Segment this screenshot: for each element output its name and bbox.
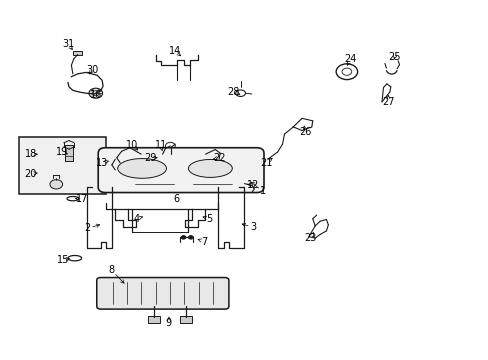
Text: 9: 9 — [165, 318, 172, 328]
Text: 15: 15 — [57, 255, 69, 265]
Text: 22: 22 — [212, 153, 225, 163]
FancyBboxPatch shape — [97, 278, 228, 309]
Text: 4: 4 — [133, 214, 139, 224]
Bar — [180, 316, 191, 323]
Text: 11: 11 — [154, 140, 166, 150]
Text: 14: 14 — [169, 46, 181, 56]
Text: 23: 23 — [304, 233, 316, 243]
Text: 26: 26 — [299, 127, 311, 136]
Text: 25: 25 — [387, 52, 400, 62]
Circle shape — [202, 150, 218, 162]
Text: 3: 3 — [250, 222, 256, 232]
Text: 7: 7 — [201, 237, 207, 247]
Text: 19: 19 — [56, 147, 68, 157]
Bar — [19, 137, 106, 194]
Text: 24: 24 — [344, 54, 356, 64]
Text: 18: 18 — [25, 149, 37, 159]
Text: 27: 27 — [381, 97, 394, 107]
Text: 31: 31 — [62, 39, 74, 49]
Text: 6: 6 — [173, 194, 179, 204]
Text: 20: 20 — [25, 168, 37, 179]
Text: 5: 5 — [206, 214, 212, 224]
FancyBboxPatch shape — [98, 148, 264, 193]
Text: 2: 2 — [84, 224, 90, 233]
Circle shape — [89, 88, 102, 98]
Text: 17: 17 — [76, 194, 89, 204]
Circle shape — [50, 180, 62, 189]
Text: 21: 21 — [260, 158, 272, 168]
Text: 8: 8 — [109, 265, 115, 275]
Text: 29: 29 — [144, 153, 157, 163]
Text: 13: 13 — [96, 158, 108, 168]
Text: 1: 1 — [260, 186, 265, 197]
Bar — [73, 51, 81, 55]
Ellipse shape — [188, 159, 232, 177]
Text: 28: 28 — [227, 87, 240, 97]
Ellipse shape — [118, 158, 166, 178]
Text: 12: 12 — [246, 180, 259, 190]
Bar — [148, 316, 160, 323]
Text: 10: 10 — [126, 140, 138, 150]
Bar — [65, 145, 73, 161]
Circle shape — [138, 149, 156, 162]
Text: 16: 16 — [89, 90, 102, 100]
Circle shape — [181, 235, 185, 239]
Text: 30: 30 — [86, 64, 98, 75]
Circle shape — [188, 235, 193, 239]
